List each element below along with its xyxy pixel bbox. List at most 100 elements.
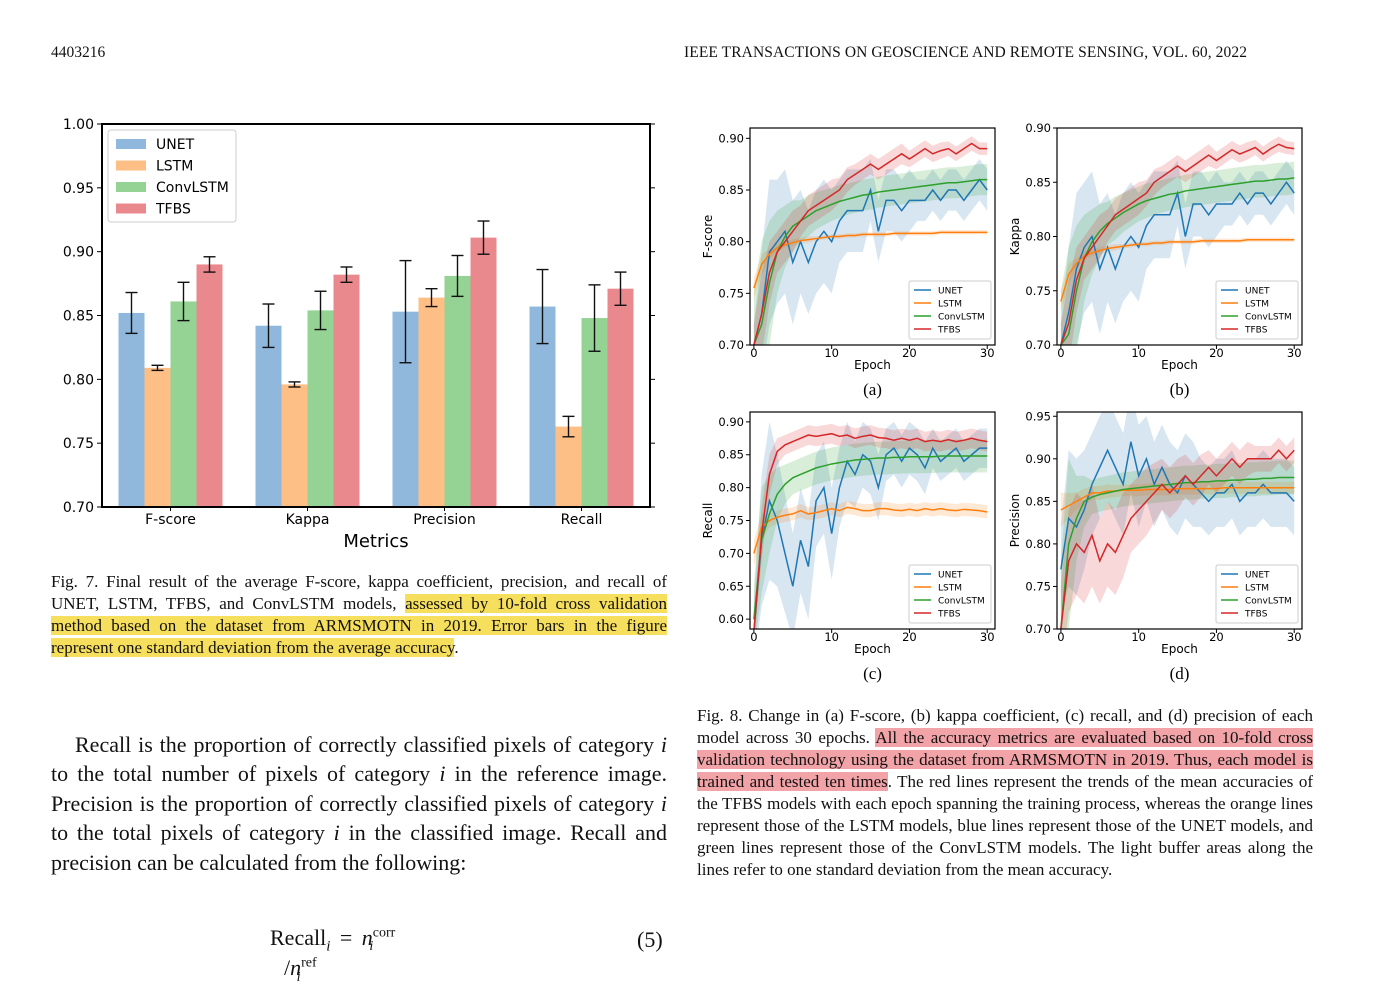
legend-label: LSTM xyxy=(156,159,193,175)
legend: UNET LSTM ConvLSTM TFBS xyxy=(1215,280,1299,340)
y-tick-label: 1.00 xyxy=(63,117,94,133)
legend-label: UNET xyxy=(938,571,963,581)
y-tick-label: 0.70 xyxy=(718,338,744,352)
bar xyxy=(307,310,334,507)
std-band xyxy=(1060,161,1295,345)
legend-box xyxy=(1215,564,1299,624)
std-band xyxy=(753,421,988,629)
y-tick-label: 0.75 xyxy=(1025,284,1051,298)
series-line xyxy=(1060,239,1295,302)
series-line xyxy=(753,432,988,629)
legend-swatch xyxy=(116,182,146,192)
x-tick-label: 30 xyxy=(980,346,995,360)
legend-swatch xyxy=(116,160,146,171)
y-tick-label: 0.60 xyxy=(718,612,744,626)
x-tick-label: 30 xyxy=(1287,630,1302,644)
fig7-bar-chart: 0.70 0.75 0.80 0.85 0.90 0.95 1.00 F-score Kappa… xyxy=(63,117,655,552)
legend-label: LSTM xyxy=(938,300,962,310)
bar xyxy=(470,237,497,507)
legend: UNET LSTM ConvLSTM TFBS xyxy=(107,129,237,223)
legend-label: ConvLSTM xyxy=(938,597,985,607)
plot-frame xyxy=(749,127,996,346)
series-line xyxy=(753,178,988,345)
std-band xyxy=(753,164,988,345)
series-line xyxy=(753,178,988,345)
x-tick-label: 0 xyxy=(750,630,757,644)
y-tick-label: 0.95 xyxy=(1025,409,1051,423)
std-band xyxy=(1060,458,1295,629)
y-tick-label: 0.80 xyxy=(63,372,94,388)
series-line xyxy=(753,231,988,289)
plot-frame xyxy=(1056,411,1303,630)
plot-area xyxy=(753,421,988,629)
subfigure-label: (d) xyxy=(1170,664,1190,683)
x-tick-label: Kappa xyxy=(286,512,330,528)
eq-lhs-sub: i xyxy=(326,938,331,955)
y-tick-label: 0.70 xyxy=(1025,338,1051,352)
page-number: 4403216 xyxy=(51,44,106,61)
x-tick-label: 20 xyxy=(1209,346,1224,360)
legend: UNET LSTM ConvLSTM TFBS xyxy=(1215,564,1299,624)
legend-label: ConvLSTM xyxy=(1245,313,1292,323)
series-line xyxy=(1060,486,1295,511)
legend-label: ConvLSTM xyxy=(938,313,985,323)
y-tick-label: 0.75 xyxy=(718,286,744,300)
x-tick-label: 20 xyxy=(902,630,917,644)
y-tick-label: 0.85 xyxy=(718,448,744,462)
legend-label: UNET xyxy=(938,287,963,297)
std-band xyxy=(753,423,988,629)
series-line xyxy=(753,506,988,554)
fig8-caption-end: . The red lines represent the trends of … xyxy=(697,772,1313,879)
legend-label: LSTM xyxy=(1245,300,1269,310)
y-tick-label: 0.95 xyxy=(63,181,94,197)
legend-label: UNET xyxy=(1245,287,1270,297)
legend-box xyxy=(1215,280,1299,340)
bar xyxy=(118,312,145,507)
bar xyxy=(170,301,197,507)
y-axis-label: Recall xyxy=(701,503,715,539)
y-tick-label: 0.90 xyxy=(718,131,744,145)
x-axis-label: Metrics xyxy=(343,531,408,552)
fig8b-line-chart: 0.70 0.75 0.80 0.85 0.90 0 10 20 30 Epoch Kappa UNE… xyxy=(1008,121,1303,399)
legend-label: TFBS xyxy=(1244,326,1268,336)
series-line xyxy=(1060,449,1295,629)
series-line xyxy=(1060,177,1295,345)
y-tick-label: 0.70 xyxy=(718,546,744,560)
legend-box xyxy=(107,129,237,223)
legend-box xyxy=(908,280,992,340)
std-band xyxy=(753,159,988,345)
x-axis-label: Epoch xyxy=(854,358,891,372)
y-tick-label: 0.85 xyxy=(1025,175,1051,189)
std-band xyxy=(753,439,988,629)
legend-label: LSTM xyxy=(1245,584,1269,594)
y-axis-label: Precision xyxy=(1008,494,1022,548)
x-tick-label: Precision xyxy=(413,512,475,528)
equation-5: Recalli = ncorri /nrefi xyxy=(270,925,396,985)
fig7-caption-text: Fig. 7. Final result of the average F-sc… xyxy=(51,572,667,613)
y-tick-label: 0.80 xyxy=(1025,230,1051,244)
subfigure-label: (a) xyxy=(863,380,882,399)
bar xyxy=(144,367,171,507)
equation-number: (5) xyxy=(637,927,663,952)
series-line xyxy=(753,142,988,345)
std-band xyxy=(1060,437,1295,629)
y-tick-label: 0.75 xyxy=(1025,579,1051,593)
legend-label: TFBS xyxy=(1244,610,1268,620)
bar xyxy=(196,264,223,507)
fig8-caption: Fig. 8. Change in (a) F-score, (b) kappa… xyxy=(697,705,1313,881)
fig8a-line-chart: 0.70 0.75 0.80 0.85 0.90 0 10 20 30 Epoch F-score U… xyxy=(701,127,996,399)
y-tick-label: 0.85 xyxy=(1025,494,1051,508)
x-tick-label: 0 xyxy=(750,346,757,360)
y-tick-label: 0.70 xyxy=(1025,622,1051,636)
y-axis-label: Kappa xyxy=(1008,218,1022,256)
fig8c-line-chart: 0.60 0.65 0.70 0.75 0.80 0.85 0.90 0 10 20 30 Epoch… xyxy=(701,411,996,683)
bar xyxy=(607,288,634,507)
legend-label: UNET xyxy=(1245,571,1270,581)
bar xyxy=(418,297,445,507)
bar xyxy=(255,325,282,507)
x-tick-label: 10 xyxy=(824,346,839,360)
y-tick-label: 0.90 xyxy=(1025,452,1051,466)
legend-label: LSTM xyxy=(938,584,962,594)
x-tick-label: 20 xyxy=(902,346,917,360)
bar xyxy=(333,274,360,507)
